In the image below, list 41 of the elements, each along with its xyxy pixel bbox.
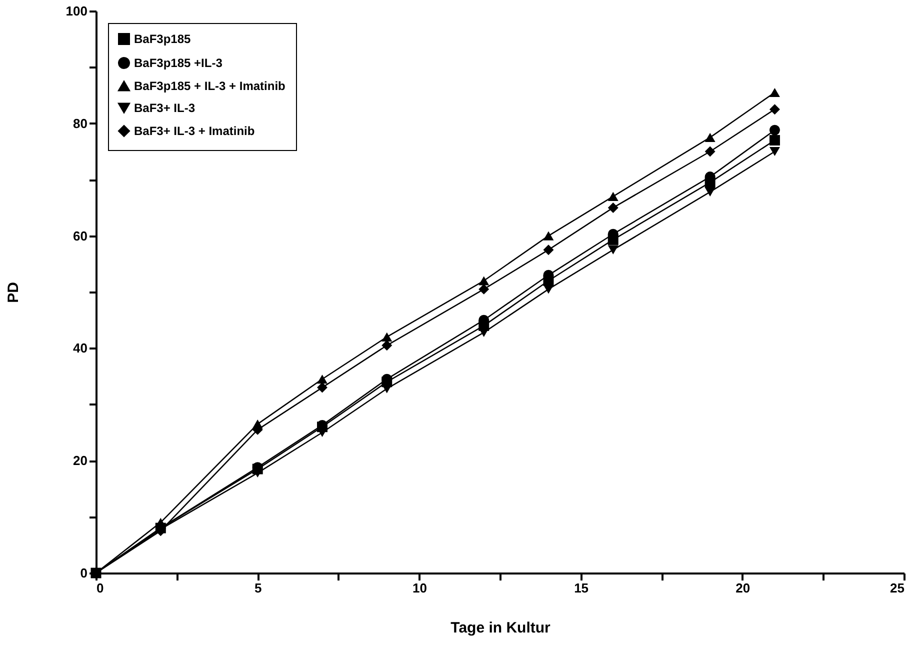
x-tick-label: 20 (736, 580, 750, 596)
legend-label: BaF3p185 (134, 32, 192, 46)
point (543, 231, 554, 240)
point (704, 146, 716, 157)
x-tick-label: 10 (412, 580, 427, 596)
point (608, 202, 618, 213)
x-tick-label: 0 (96, 580, 104, 596)
y-tick-label: 20 (73, 453, 88, 468)
y-tick-label: 0 (80, 566, 88, 580)
point (769, 124, 780, 136)
point (478, 284, 490, 294)
x-tick-label: 5 (254, 580, 262, 596)
legend-label: BaF3p185 +IL-3 (134, 56, 223, 70)
point (382, 384, 392, 394)
point (252, 468, 263, 478)
point (769, 135, 780, 146)
point (543, 244, 554, 256)
point (478, 276, 490, 286)
point (316, 382, 328, 393)
x-axis-title: Tage in Kultur (450, 620, 551, 636)
legend-label: BaF3p185 + IL-3 + Imatinib (134, 79, 286, 93)
y-axis-title: PD (4, 282, 22, 303)
legend-label: BaF3+ IL-3 (134, 101, 196, 115)
y-tick-label: 80 (73, 116, 88, 131)
point (769, 88, 780, 98)
x-tick-label: 15 (574, 580, 589, 596)
point (704, 132, 716, 142)
point (543, 284, 554, 294)
y-tick-label: 40 (73, 340, 88, 356)
legend-label: BaF3+ IL-3 + Imatinib (134, 124, 255, 138)
point (382, 332, 392, 342)
point (608, 192, 618, 201)
x-tick-label: 25 (890, 580, 904, 596)
y-tick-label: 100 (66, 4, 88, 18)
point (382, 340, 392, 351)
point (769, 104, 780, 115)
y-tick-label: 60 (73, 228, 88, 244)
point (769, 146, 780, 156)
point (608, 245, 618, 254)
point (316, 374, 328, 384)
point (704, 187, 716, 197)
